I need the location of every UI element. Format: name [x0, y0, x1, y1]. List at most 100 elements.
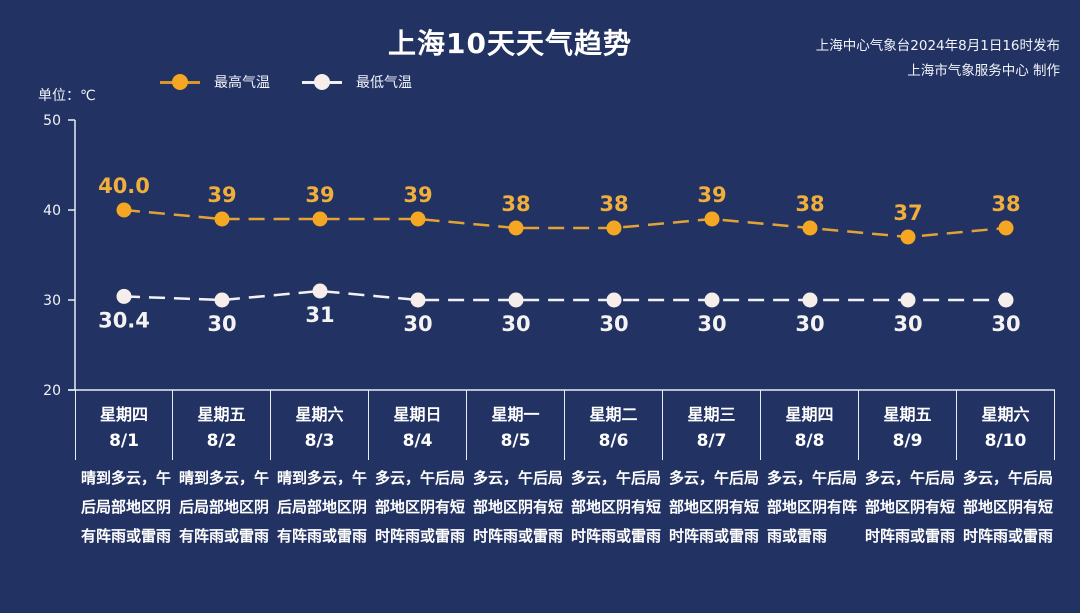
low-temp-point: [704, 292, 720, 308]
low-temp-point: [802, 292, 818, 308]
low-temp-label: 31: [305, 303, 334, 327]
high-temp-label: 39: [207, 183, 236, 207]
high-temp-label: 38: [795, 192, 824, 216]
date-label: 8/5: [500, 431, 531, 451]
day-column: 星期一 8/5 多云，午后局部地区阴有短时阵雨或雷雨: [467, 390, 565, 551]
weekday-label: 星期日: [393, 405, 442, 424]
day-header: 星期五 8/2: [173, 390, 271, 460]
y-tick-label: 40: [43, 203, 61, 219]
high-temp-label: 38: [991, 192, 1020, 216]
high-temp-label: 39: [403, 183, 432, 207]
day-header: 星期二 8/6: [565, 390, 663, 460]
day-column: 星期五 8/2 晴到多云，午后局部地区阴有阵雨或雷雨: [173, 390, 271, 551]
low-temp-point: [508, 292, 524, 308]
chart-legend: 最高气温 最低气温: [160, 72, 444, 92]
low-temp-label: 30: [501, 312, 530, 336]
high-temp-point: [998, 220, 1014, 236]
high-temp-marker-icon: [160, 74, 200, 90]
high-temp-label: 37: [893, 201, 922, 225]
weather-description: 多云，午后局部地区阴有短时阵雨或雷雨: [865, 469, 956, 545]
weekday-label: 星期六: [295, 405, 344, 424]
low-temp-label: 30: [599, 312, 628, 336]
low-temp-point: [900, 292, 916, 308]
source-producer-line: 上海市气象服务中心 制作: [907, 63, 1060, 79]
high-temp-label: 38: [501, 192, 530, 216]
y-tick-label: 30: [43, 293, 61, 309]
weekday-label: 星期五: [883, 405, 932, 424]
weekday-label: 星期二: [589, 405, 638, 424]
legend-item-high[interactable]: 最高气温: [160, 72, 270, 92]
day-column: 星期日 8/4 多云，午后局部地区阴有短时阵雨或雷雨: [369, 390, 467, 551]
low-temp-point: [312, 283, 328, 299]
low-temp-label: 30: [991, 312, 1020, 336]
weekday-label: 星期一: [491, 405, 540, 424]
low-temp-label: 30: [403, 312, 432, 336]
day-header: 星期三 8/7: [663, 390, 761, 460]
weather-description: 多云，午后局部地区阴有阵雨或雷雨: [767, 469, 858, 545]
day-column: 星期三 8/7 多云，午后局部地区阴有短时阵雨或雷雨: [663, 390, 761, 551]
low-temp-point: [606, 292, 622, 308]
low-temp-marker-icon: [302, 74, 342, 90]
chart-title: 上海10天天气趋势: [388, 27, 632, 60]
day-header: 星期六 8/3: [271, 390, 369, 460]
weekday-label: 星期四: [785, 405, 834, 424]
day-columns: 星期四 8/1 晴到多云，午后局部地区阴有阵雨或雷雨 星期五 8/2 晴到多云，午后局部地…: [75, 390, 1055, 551]
weather-description: 晴到多云，午后局部地区阴有阵雨或雷雨: [277, 469, 368, 545]
low-temp-label: 30: [207, 312, 236, 336]
day-header: 星期一 8/5: [467, 390, 565, 460]
day-header: 星期日 8/4: [369, 390, 467, 460]
high-temp-line: [123, 208, 1007, 239]
day-header: 星期六 8/10: [957, 390, 1055, 460]
day-column: 星期二 8/6 多云，午后局部地区阴有短时阵雨或雷雨: [565, 390, 663, 551]
high-temp-label: 39: [305, 183, 334, 207]
legend-label-high: 最高气温: [214, 75, 270, 91]
high-temp-point: [802, 220, 818, 236]
low-temp-label: 30: [697, 312, 726, 336]
low-temp-label: 30: [893, 312, 922, 336]
date-label: 8/2: [206, 431, 237, 451]
date-label: 8/10: [984, 431, 1027, 451]
low-temp-point: [116, 288, 132, 304]
day-column: 星期五 8/9 多云，午后局部地区阴有短时阵雨或雷雨: [859, 390, 957, 551]
y-tick-label: 20: [43, 383, 61, 399]
low-temp-point: [998, 292, 1014, 308]
low-temp-line: [123, 289, 1006, 302]
weekday-label: 星期三: [687, 405, 736, 424]
date-label: 8/8: [794, 431, 825, 451]
low-temp-point: [214, 292, 230, 308]
high-temp-point: [508, 220, 524, 236]
weather-description: 多云，午后局部地区阴有短时阵雨或雷雨: [571, 469, 662, 545]
high-temp-point: [410, 211, 426, 227]
high-temp-label: 39: [697, 183, 726, 207]
high-temp-point: [116, 202, 132, 218]
weather-description: 多云，午后局部地区阴有短时阵雨或雷雨: [669, 469, 760, 545]
source-publish-line: 上海中心气象台2024年8月1日16时发布: [815, 38, 1060, 54]
y-tick-label: 50: [43, 113, 61, 129]
date-label: 8/9: [892, 431, 923, 451]
high-temp-point: [900, 229, 916, 245]
high-temp-point: [606, 220, 622, 236]
weekday-label: 星期六: [981, 405, 1030, 424]
day-column: 星期四 8/1 晴到多云，午后局部地区阴有阵雨或雷雨: [75, 390, 173, 551]
high-temp-point: [704, 211, 720, 227]
weather-description: 晴到多云，午后局部地区阴有阵雨或雷雨: [179, 469, 270, 545]
high-temp-point: [214, 211, 230, 227]
weather-description: 多云，午后局部地区阴有短时阵雨或雷雨: [963, 469, 1054, 545]
day-column: 星期四 8/8 多云，午后局部地区阴有阵雨或雷雨: [761, 390, 859, 551]
legend-label-low: 最低气温: [356, 75, 412, 91]
low-temp-label: 30: [795, 312, 824, 336]
weather-description: 晴到多云，午后局部地区阴有阵雨或雷雨: [81, 469, 172, 545]
day-header: 星期五 8/9: [859, 390, 957, 460]
high-temp-point: [312, 211, 328, 227]
date-label: 8/4: [402, 431, 433, 451]
high-temp-label: 40.0: [98, 174, 150, 198]
day-column: 星期六 8/10 多云，午后局部地区阴有短时阵雨或雷雨: [957, 390, 1055, 551]
date-label: 8/1: [109, 431, 139, 451]
weather-description: 多云，午后局部地区阴有短时阵雨或雷雨: [375, 469, 466, 545]
day-header: 星期四 8/8: [761, 390, 859, 460]
source-info: 上海中心气象台2024年8月1日16时发布 上海市气象服务中心 制作: [816, 34, 1060, 84]
day-column: 星期六 8/3 晴到多云，午后局部地区阴有阵雨或雷雨: [271, 390, 369, 551]
date-label: 8/7: [696, 431, 727, 451]
legend-item-low[interactable]: 最低气温: [302, 72, 412, 92]
